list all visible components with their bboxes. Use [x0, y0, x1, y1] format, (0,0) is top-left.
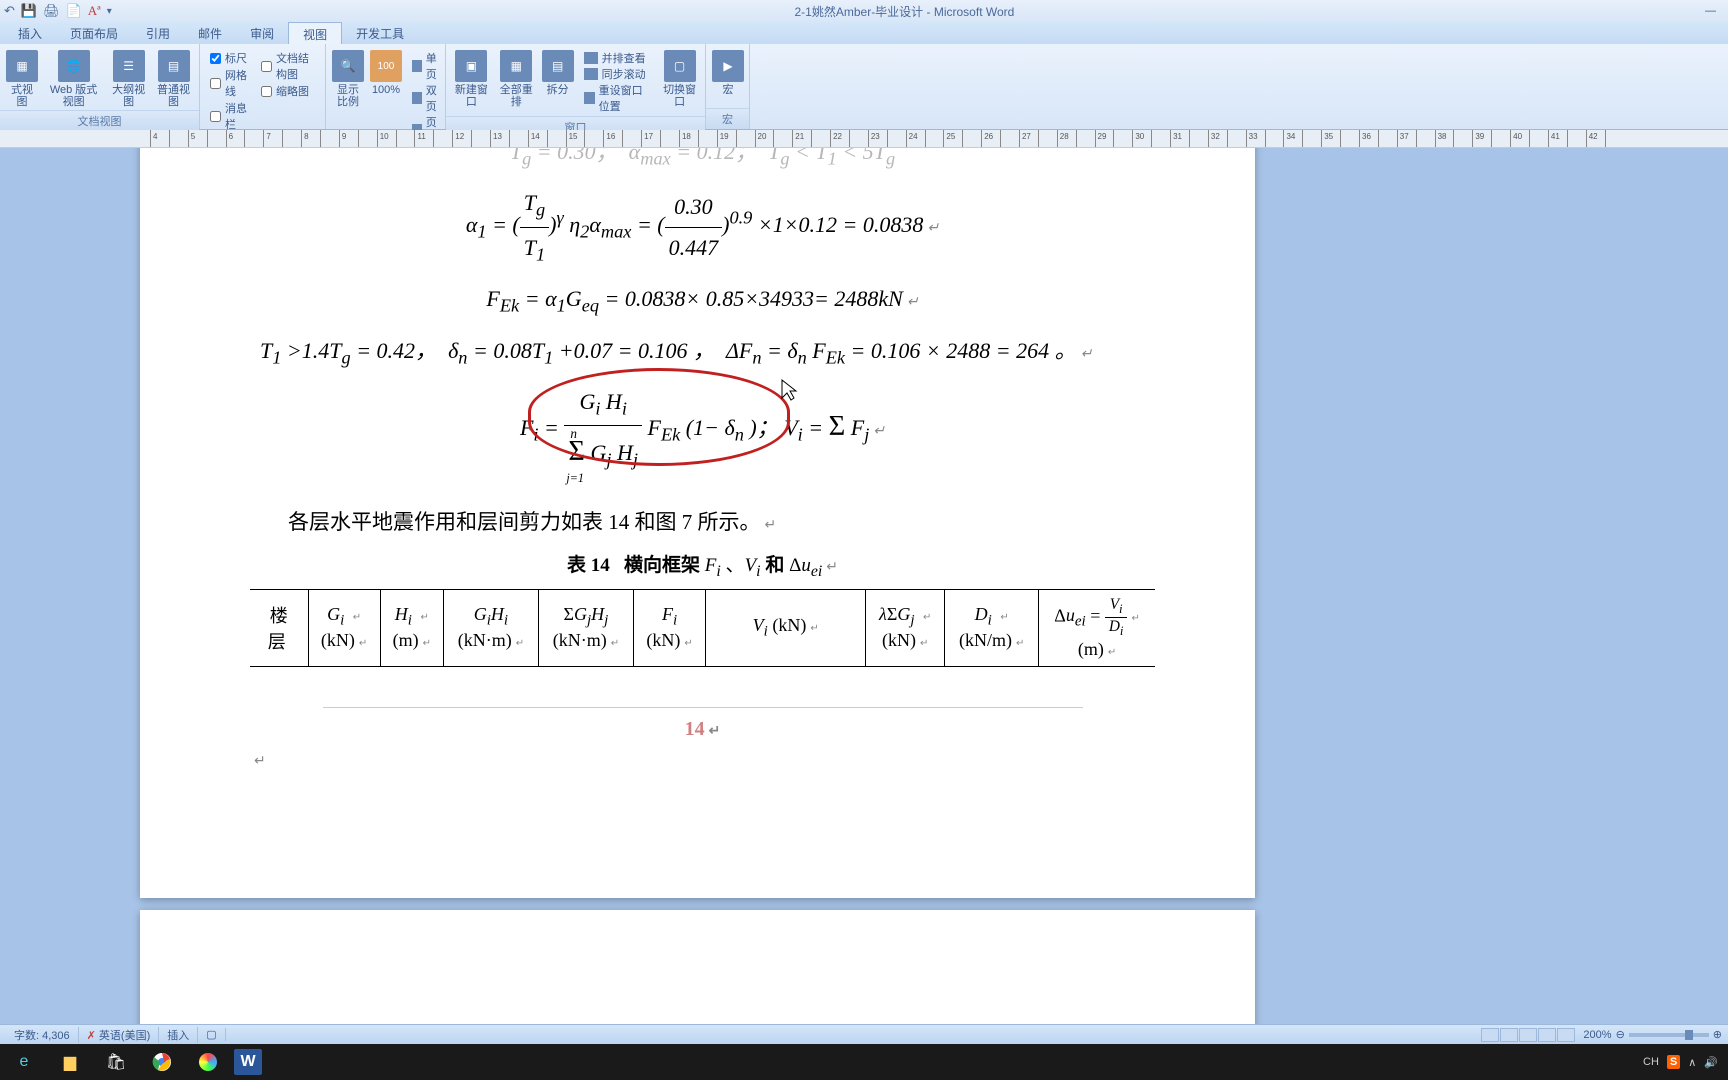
macro-button[interactable]: ▶宏 [710, 48, 746, 98]
equation-1: α1 = (TgT1)γ η2αmax = (0.300.447)0.9 ×1×… [250, 183, 1155, 271]
app-icon[interactable] [188, 1047, 228, 1077]
table-header: Di ↵(kN/m)↵ [945, 589, 1039, 666]
store-icon[interactable]: 🛍 [96, 1047, 136, 1077]
table-header: Hi ↵(m)↵ [380, 589, 443, 666]
tab-mailings[interactable]: 邮件 [184, 22, 236, 44]
insert-mode[interactable]: 插入 [159, 1027, 198, 1043]
language-status[interactable]: ✗ 英语(美国) [79, 1027, 160, 1043]
web-layout-icon[interactable] [1519, 1028, 1537, 1042]
equation-4: Fi = Gi HinΣ Gj Hjj=1 FEk (1− δn )； Vi =… [250, 382, 1155, 478]
table-header: Fi(kN)↵ [633, 589, 705, 666]
page-number: 14↵ [323, 707, 1083, 741]
tab-developer[interactable]: 开发工具 [342, 22, 418, 44]
zoom-button[interactable]: 🔍显示比例 [330, 48, 366, 110]
outline-button[interactable]: ☰大纲视图 [107, 48, 150, 110]
print-layout-icon[interactable] [1481, 1028, 1499, 1042]
ruler-check[interactable]: 标尺 [210, 50, 247, 66]
explorer-icon[interactable]: ▆ [50, 1047, 90, 1077]
chevron-up-icon[interactable]: ∧ [1688, 1056, 1696, 1069]
horizontal-ruler[interactable] [0, 130, 1728, 148]
new-window-button[interactable]: ▣新建窗口 [450, 48, 493, 110]
split-button[interactable]: ▤拆分 [540, 48, 576, 98]
thumb-check[interactable]: 缩略图 [261, 83, 315, 99]
table-header: λΣGj ↵(kN)↵ [866, 589, 945, 666]
sogou-icon[interactable]: S [1667, 1055, 1680, 1069]
reset-window-button[interactable]: 重设窗口位置 [584, 82, 651, 114]
title-bar: ↶ 💾 🖨 📄 Aª ▾ 2-1姚然Amber-毕业设计 - Microsoft… [0, 0, 1728, 22]
table-header: ΣGjHj(kN·m)↵ [538, 589, 633, 666]
switch-window-button[interactable]: ▢切换窗口 [658, 48, 701, 110]
ribbon-group-doc-views: ▦式视图 🌐Web 版式视图 ☰大纲视图 ▤普通视图 文档视图 [0, 44, 200, 129]
table-caption: 表 14 横向框架 Fi 、Vi 和 Δuei↵ [250, 550, 1155, 581]
system-tray: CH S ∧ 🔊 [1643, 1055, 1724, 1069]
zoom-slider[interactable] [1629, 1033, 1709, 1037]
ribbon-group-macro: ▶宏 宏 [706, 44, 750, 129]
sync-scroll-button[interactable]: 同步滚动 [584, 66, 651, 82]
print-layout-button[interactable]: ▦式视图 [4, 48, 40, 110]
draft-icon[interactable] [1557, 1028, 1575, 1042]
draft-button[interactable]: ▤普通视图 [152, 48, 195, 110]
macro-record-icon[interactable]: ▢ [198, 1028, 225, 1041]
tab-references[interactable]: 引用 [132, 22, 184, 44]
paragraph-text: 各层水平地震作用和层间剪力如表 14 和图 7 所示。↵ [288, 506, 1155, 536]
equation-0: Tg = 0.30； αmax = 0.12； Tg < T1 < 5Tg [250, 148, 1155, 175]
document-page-next[interactable] [140, 910, 1255, 1024]
arrange-all-button[interactable]: ▦全部重排 [495, 48, 538, 110]
print-icon[interactable]: 🖨 [43, 3, 60, 19]
taskbar: e ▆ 🛍 W CH S ∧ 🔊 [0, 1044, 1728, 1080]
table-header: Δuei = ViDi↵(m)↵ [1039, 589, 1155, 666]
zoom-control: 200% ⊖ ⊕ [1583, 1028, 1722, 1041]
table-header: 楼层 [250, 589, 308, 666]
undo-icon[interactable]: ↶ [4, 3, 15, 19]
zoom-out-icon[interactable]: ⊖ [1616, 1028, 1625, 1041]
table-header: Vi (kN)↵ [706, 589, 866, 666]
word-icon[interactable]: W [234, 1049, 262, 1075]
ribbon: ▦式视图 🌐Web 版式视图 ☰大纲视图 ▤普通视图 文档视图 标尺 网格线 消… [0, 44, 1728, 130]
font-icon[interactable]: Aª [88, 3, 101, 19]
quick-access-toolbar: ↶ 💾 🖨 📄 Aª ▾ [4, 3, 112, 19]
tab-view[interactable]: 视图 [288, 22, 342, 44]
side-by-side-button[interactable]: 并排查看 [584, 50, 651, 66]
equation-2: FEk = α1Geq = 0.0838× 0.85×34933= 2488kN… [250, 279, 1155, 322]
status-bar: 字数: 4,306 ✗ 英语(美国) 插入 ▢ 200% ⊖ ⊕ [0, 1024, 1728, 1044]
view-buttons[interactable] [1481, 1028, 1575, 1042]
sound-icon[interactable]: 🔊 [1704, 1056, 1718, 1069]
para-mark-icon: ↵ [254, 754, 266, 769]
one-page-button[interactable]: 单页 [412, 50, 441, 82]
minimize-icon[interactable]: — [1697, 5, 1724, 17]
msgbar-check[interactable]: 消息栏 [210, 100, 247, 132]
zoom-100-button[interactable]: 100100% [368, 48, 404, 98]
tab-page-layout[interactable]: 页面布局 [56, 22, 132, 44]
ribbon-group-label: 文档视图 [0, 110, 199, 131]
full-screen-icon[interactable] [1500, 1028, 1518, 1042]
ribbon-tabs: 插入 页面布局 引用 邮件 审阅 视图 开发工具 [0, 22, 1728, 44]
docmap-check[interactable]: 文档结构图 [261, 50, 315, 82]
window-title: 2-1姚然Amber-毕业设计 - Microsoft Word [112, 3, 1697, 20]
red-annotation-circle [528, 368, 790, 466]
web-layout-button[interactable]: 🌐Web 版式视图 [42, 48, 105, 110]
ribbon-group-label: 宏 [706, 108, 749, 129]
ribbon-group-show-hide: 标尺 网格线 消息栏 文档结构图 缩略图 显示/隐藏 [200, 44, 326, 129]
chrome-icon[interactable] [142, 1047, 182, 1077]
save-icon[interactable]: 💾 [21, 3, 37, 19]
zoom-value[interactable]: 200% [1583, 1029, 1611, 1041]
tab-insert[interactable]: 插入 [4, 22, 56, 44]
table-header: GiHi(kN·m)↵ [443, 589, 538, 666]
ribbon-group-zoom: 🔍显示比例 100100% 单页 双页 页宽 显示比例 [326, 44, 446, 129]
document-page[interactable]: Tg = 0.30； αmax = 0.12； Tg < T1 < 5Tg α1… [140, 148, 1255, 898]
table-header: Gi ↵(kN)↵ [308, 589, 380, 666]
ime-indicator[interactable]: CH [1643, 1056, 1659, 1068]
tab-review[interactable]: 审阅 [236, 22, 288, 44]
data-table[interactable]: 楼层 Gi ↵(kN)↵ Hi ↵(m)↵ GiHi(kN·m)↵ ΣGjHj(… [250, 589, 1155, 667]
gridlines-check[interactable]: 网格线 [210, 67, 247, 99]
word-count[interactable]: 字数: 4,306 [6, 1027, 79, 1043]
outline-icon[interactable] [1538, 1028, 1556, 1042]
ribbon-group-window: ▣新建窗口 ▦全部重排 ▤拆分 并排查看 同步滚动 重设窗口位置 ▢切换窗口 窗… [446, 44, 706, 129]
document-area: Tg = 0.30； αmax = 0.12； Tg < T1 < 5Tg α1… [0, 148, 1728, 1024]
equation-3: T1 >1.4Tg = 0.42， δn = 0.08T1 +0.07 = 0.… [250, 331, 1155, 374]
edge-icon[interactable]: e [4, 1047, 44, 1077]
zoom-in-icon[interactable]: ⊕ [1713, 1028, 1722, 1041]
preview-icon[interactable]: 📄 [66, 3, 82, 19]
two-page-button[interactable]: 双页 [412, 82, 441, 114]
